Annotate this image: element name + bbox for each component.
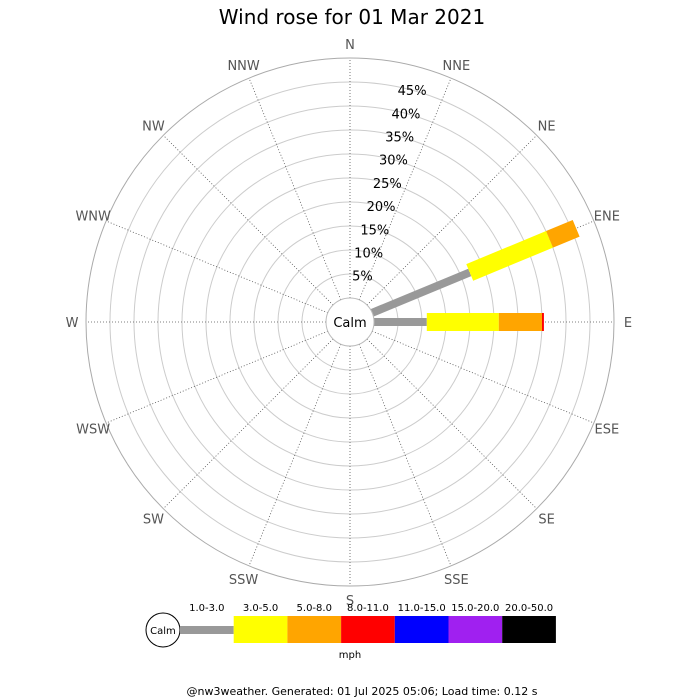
spoke-wnw <box>105 220 328 314</box>
legend-label-1.0-3.0: 1.0-3.0 <box>189 603 224 614</box>
legend-label-3.0-5.0: 3.0-5.0 <box>243 603 278 614</box>
legend-label-8.0-11.0: 8.0-11.0 <box>347 603 389 614</box>
direction-label-sse: SSE <box>444 573 469 588</box>
legend-swatch-1.0-3.0 <box>180 626 234 634</box>
radial-tick-label: 40% <box>391 107 420 122</box>
chart-title: Wind rose for 01 Mar 2021 <box>219 5 485 29</box>
direction-label-e: E <box>624 316 632 331</box>
spoke-ese <box>372 330 595 424</box>
radial-tick-label: 30% <box>379 154 408 169</box>
bar-ene-1.0-3.0 <box>370 268 472 317</box>
radial-tick-label: 20% <box>367 200 396 215</box>
spoke-nnw <box>248 77 342 300</box>
radial-tick-label: 25% <box>373 177 402 192</box>
direction-label-ssw: SSW <box>229 573 259 588</box>
direction-label-se: SE <box>538 513 554 528</box>
legend-calm: Calm <box>145 612 181 648</box>
radial-tick-labels: 5% 10% 15% 20% 25% 30% 35% 40% 45% <box>352 84 426 284</box>
legend-swatch-5.0-8.0 <box>287 616 342 643</box>
spoke-sse <box>358 344 452 567</box>
radial-tick-label: 35% <box>385 131 414 146</box>
direction-label-ne: NE <box>538 119 556 134</box>
legend-calm-label: Calm <box>150 626 176 637</box>
direction-label-s: S <box>346 594 354 609</box>
direction-label-n: N <box>345 38 355 53</box>
direction-labels: N NNE NE ENE E ESE SE SSE S SSW SW WSW W WNW NW NNW <box>66 38 633 609</box>
direction-label-nw: NW <box>142 119 165 134</box>
legend-label-11.0-15.0: 11.0-15.0 <box>398 603 446 614</box>
direction-label-wnw: WNW <box>75 210 111 225</box>
footer-text: @nw3weather. Generated: 01 Jul 2025 05:0… <box>187 685 538 698</box>
legend-swatch-15.0-20.0 <box>448 616 503 643</box>
radial-tick-label: 10% <box>354 246 383 261</box>
radial-tick-label: 15% <box>360 223 389 238</box>
legend: Calm 1.0-3.0 3.0-5.0 5.0-8.0 8.0-11.0 11.0-15… <box>145 603 556 661</box>
direction-label-sw: SW <box>143 513 164 528</box>
spoke-wsw <box>105 330 328 424</box>
spoke-sw <box>163 338 334 509</box>
spoke-nne <box>358 77 452 300</box>
direction-label-w: W <box>66 316 79 331</box>
bar-ene-5.0-8.0 <box>546 220 580 248</box>
radial-tick-label: 5% <box>352 270 373 285</box>
calm-circle: Calm <box>325 297 375 347</box>
radial-tick-label: 45% <box>398 84 427 99</box>
direction-label-nnw: NNW <box>227 59 259 74</box>
direction-label-ene: ENE <box>594 210 620 225</box>
grid-ring <box>85 57 615 587</box>
legend-swatch-8.0-11.0 <box>341 616 395 643</box>
spoke-se <box>366 338 537 509</box>
wind-bars <box>370 220 580 331</box>
calm-label: Calm <box>333 316 366 331</box>
legend-swatch-11.0-15.0 <box>394 616 449 643</box>
spoke-ssw <box>248 344 342 567</box>
spoke-ne <box>366 135 537 306</box>
legend-unit: mph <box>339 650 361 661</box>
direction-label-wsw: WSW <box>76 422 110 437</box>
legend-swatch-20.0-50.0 <box>502 616 556 643</box>
legend-label-5.0-8.0: 5.0-8.0 <box>297 603 332 614</box>
spoke-nw <box>163 135 334 306</box>
bar-ene-3.0-5.0 <box>466 231 554 281</box>
direction-label-nne: NNE <box>443 59 471 74</box>
legend-swatch-3.0-5.0 <box>233 616 288 643</box>
direction-label-ese: ESE <box>594 422 619 437</box>
legend-label-20.0-50.0: 20.0-50.0 <box>505 603 553 614</box>
legend-label-15.0-20.0: 15.0-20.0 <box>451 603 499 614</box>
